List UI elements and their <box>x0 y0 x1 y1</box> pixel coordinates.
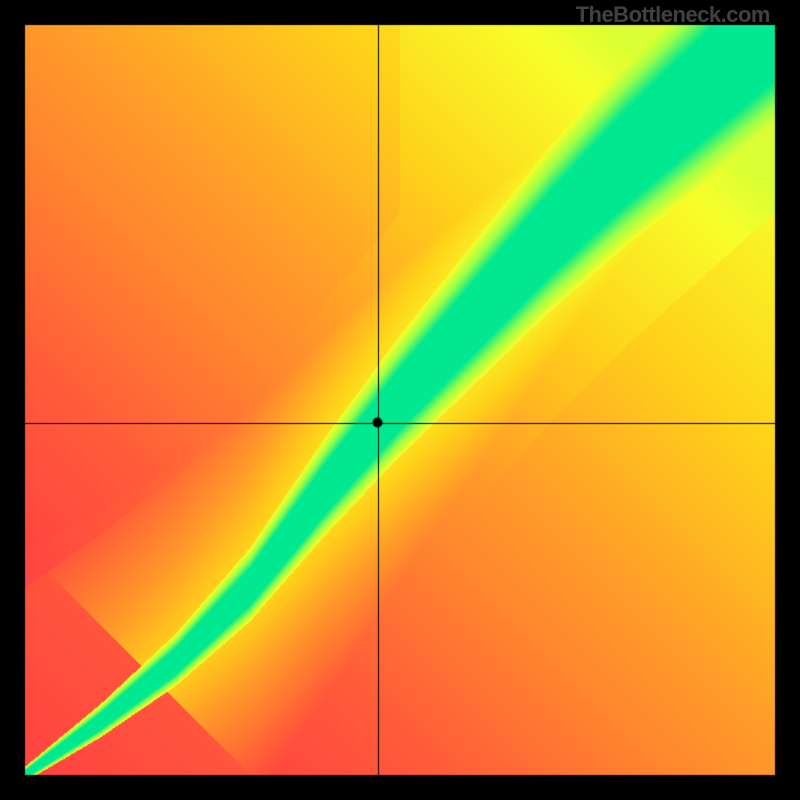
attribution-label: TheBottleneck.com <box>576 2 770 28</box>
chart-container: TheBottleneck.com <box>0 0 800 800</box>
heatmap-canvas <box>0 0 800 800</box>
